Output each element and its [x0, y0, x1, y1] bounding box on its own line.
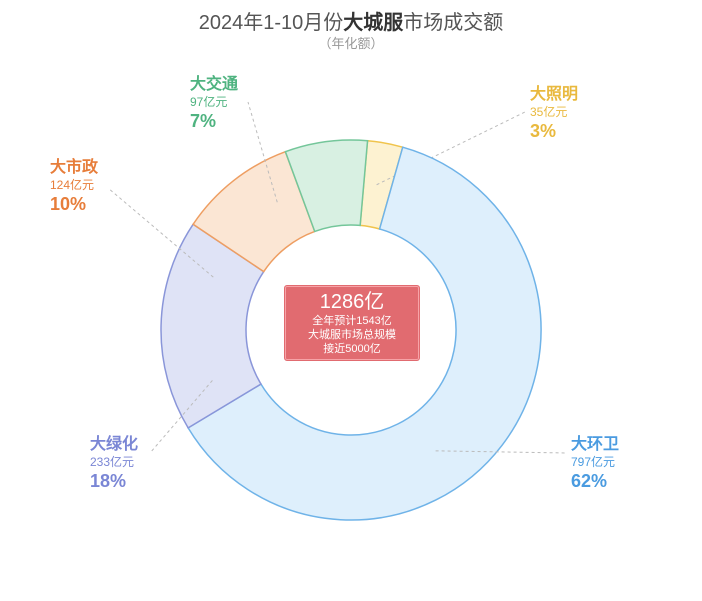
label-name: 大绿化: [90, 435, 138, 455]
label-percent: 7%: [190, 110, 238, 133]
label-percent: 18%: [90, 470, 138, 493]
label-amount: 35亿元: [530, 105, 578, 120]
label-amount: 97亿元: [190, 95, 238, 110]
center-summary-box: 1286亿 全年预计1543亿 大城服市场总规模 接近5000亿: [284, 285, 420, 361]
label-name: 大环卫: [571, 435, 619, 455]
label-lighting: 大照明35亿元3%: [530, 85, 578, 143]
center-row-2: 大城服市场总规模: [287, 329, 417, 343]
label-name: 大照明: [530, 85, 578, 105]
label-name: 大市政: [50, 158, 98, 178]
label-transport: 大交通97亿元7%: [190, 75, 238, 133]
label-percent: 3%: [530, 120, 578, 143]
label-percent: 62%: [571, 470, 619, 493]
chart-container: 2024年1-10月份大城服市场成交额 （年化额） 1286亿 全年预计1543…: [0, 0, 702, 601]
center-row-1: 全年预计1543亿: [287, 315, 417, 329]
label-sanitation: 大环卫797亿元62%: [571, 435, 619, 493]
center-row-3: 接近5000亿: [287, 343, 417, 357]
label-name: 大交通: [190, 75, 238, 95]
label-amount: 233亿元: [90, 455, 138, 470]
label-amount: 124亿元: [50, 178, 98, 193]
label-amount: 797亿元: [571, 455, 619, 470]
label-percent: 10%: [50, 193, 98, 216]
center-big-number: 1286亿: [287, 290, 417, 315]
label-greening: 大绿化233亿元18%: [90, 435, 138, 493]
label-municipal: 大市政124亿元10%: [50, 158, 98, 216]
